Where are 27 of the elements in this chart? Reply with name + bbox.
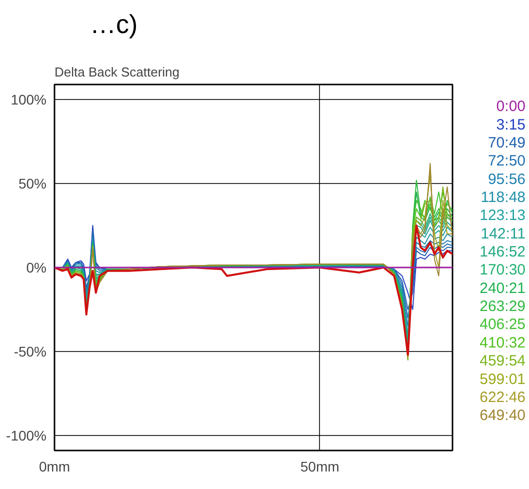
text: 0:00 <box>496 98 526 116</box>
text: 72:50 <box>488 152 526 170</box>
y-tick-label: -50% <box>14 343 47 360</box>
y-tick-label: -100% <box>6 427 46 444</box>
chart-title: Delta Back Scattering <box>54 64 180 80</box>
text: 459:54 <box>480 352 526 370</box>
text: 170:30 <box>480 262 526 279</box>
text: 95:56 <box>488 170 526 188</box>
y-tick-label: 100% <box>10 92 47 108</box>
text: 599:01 <box>480 370 526 388</box>
text: 263:29 <box>480 298 526 316</box>
series-label: 142:11 <box>480 225 526 242</box>
text: 406:25 <box>480 316 526 334</box>
x-tick-label: 0mm <box>38 458 70 474</box>
text: 410:32 <box>480 334 526 352</box>
text: 146:52 <box>480 244 526 261</box>
text: 649:40 <box>480 407 526 424</box>
text: …c) <box>90 8 138 41</box>
y-tick-label: 50% <box>18 176 47 192</box>
x-tick-label: 50mm <box>300 458 340 474</box>
series-label: 123:13 <box>480 207 526 224</box>
text: 3:15 <box>496 116 526 134</box>
text: 622:46 <box>480 388 526 406</box>
text: 70:49 <box>488 134 526 152</box>
text: 118:48 <box>480 189 526 206</box>
text: 240:21 <box>480 280 526 297</box>
y-tick-label: 0% <box>26 260 46 276</box>
